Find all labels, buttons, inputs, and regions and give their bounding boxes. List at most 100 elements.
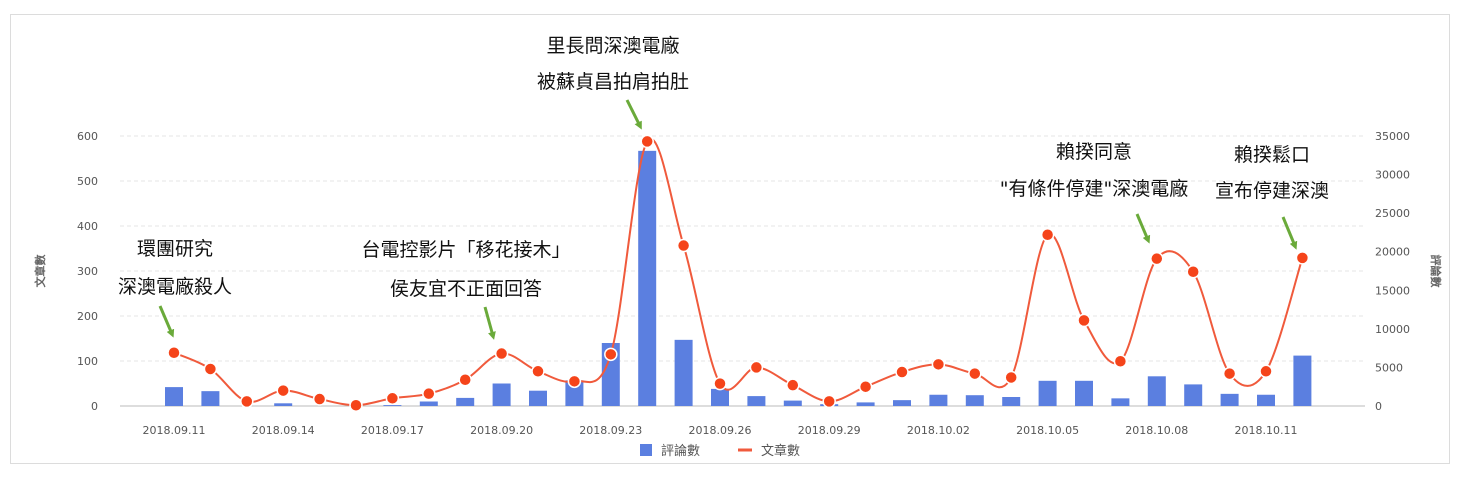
line-point[interactable]	[676, 238, 691, 253]
bar[interactable]	[674, 339, 693, 406]
line-point[interactable]	[640, 134, 654, 149]
annotation-line: 深澳電廠殺人	[118, 275, 232, 298]
line-point[interactable]	[895, 365, 909, 379]
bar[interactable]	[711, 388, 729, 406]
line-point[interactable]	[494, 346, 509, 361]
line-point[interactable]	[422, 386, 436, 401]
annotation-arrow-icon	[483, 306, 496, 340]
right-tick-label: 15000	[1375, 284, 1410, 297]
left-tick-label: 0	[91, 400, 98, 413]
line-point[interactable]	[1113, 354, 1128, 369]
line-point[interactable]	[276, 383, 290, 398]
x-tick-label: 2018.10.11	[1235, 424, 1298, 437]
left-tick-label: 400	[77, 220, 98, 233]
right-tick-label: 25000	[1375, 207, 1410, 220]
annotation-line: 台電控影片「移花接木」	[361, 239, 570, 261]
line-point[interactable]	[203, 362, 218, 376]
bar[interactable]	[1220, 393, 1239, 406]
line-point[interactable]	[931, 357, 946, 372]
bar[interactable]	[893, 400, 911, 406]
legend-swatch-bar[interactable]	[640, 444, 652, 456]
bar[interactable]	[1038, 380, 1057, 406]
line-point[interactable]	[604, 347, 618, 362]
left-tick-label: 200	[77, 310, 98, 323]
bar[interactable]	[383, 405, 402, 406]
line-point[interactable]	[385, 391, 400, 406]
line-point[interactable]	[458, 373, 472, 387]
bar[interactable]	[1257, 394, 1275, 406]
right-tick-label: 30000	[1375, 169, 1410, 182]
bar[interactable]	[1147, 376, 1166, 406]
line-point[interactable]	[713, 376, 727, 391]
bar[interactable]	[1184, 384, 1203, 406]
line-point[interactable]	[531, 364, 545, 379]
x-tick-label: 2018.09.17	[361, 424, 424, 437]
x-tick-label: 2018.09.23	[579, 424, 642, 437]
x-tick-label: 2018.09.20	[470, 424, 533, 437]
legend: 評論數 文章數	[640, 443, 800, 459]
line-point[interactable]	[1259, 364, 1273, 379]
annotation-line: 侯友宜不正面回答	[390, 278, 542, 300]
bar[interactable]	[856, 402, 875, 406]
left-axis-ticks: 0 100 200 300 400 500 600	[77, 130, 98, 413]
line-point[interactable]	[1222, 366, 1237, 381]
line-point[interactable]	[349, 398, 363, 412]
x-tick-label: 2018.10.05	[1016, 424, 1079, 437]
annotation-line: 被蘇貞昌拍肩拍肚	[537, 71, 689, 93]
bar[interactable]	[929, 394, 948, 406]
bar[interactable]	[965, 395, 984, 406]
bar[interactable]	[456, 397, 475, 406]
legend-label-line[interactable]: 文章數	[761, 443, 800, 459]
line-point[interactable]	[240, 394, 254, 409]
bar[interactable]	[529, 390, 547, 406]
bar[interactable]	[165, 387, 183, 406]
right-axis-ticks: 0 5000 10000 15000 20000 25000 30000 35000	[1375, 130, 1410, 413]
annotation-line: 環團研究	[137, 238, 213, 260]
x-tick-label: 2018.10.02	[907, 424, 970, 437]
bar[interactable]	[201, 391, 220, 406]
right-tick-label: 10000	[1375, 323, 1410, 336]
bar[interactable]	[1111, 398, 1130, 406]
annotation-arrow-icon	[625, 99, 642, 130]
bar[interactable]	[1002, 397, 1021, 406]
left-axis-title: 文章數	[33, 255, 47, 288]
line-point[interactable]	[312, 392, 327, 406]
bar[interactable]	[1293, 355, 1312, 406]
bar[interactable]	[419, 401, 438, 407]
line-point[interactable]	[822, 394, 836, 409]
line-point[interactable]	[968, 366, 982, 381]
annotation-line: 賴揆鬆口	[1234, 144, 1310, 166]
line-point[interactable]	[1077, 313, 1091, 328]
bar[interactable]	[492, 383, 511, 407]
line-point[interactable]	[749, 360, 764, 375]
line-point[interactable]	[786, 378, 800, 392]
line-point[interactable]	[1150, 251, 1164, 266]
line-point[interactable]	[567, 374, 582, 389]
line-point[interactable]	[1004, 370, 1018, 385]
right-tick-label: 35000	[1375, 130, 1410, 143]
bar[interactable]	[565, 380, 584, 406]
line-point[interactable]	[1186, 265, 1200, 279]
x-tick-label: 2018.09.26	[689, 424, 752, 437]
bar[interactable]	[747, 396, 766, 406]
line-point[interactable]	[167, 346, 181, 360]
x-tick-label: 2018.09.14	[252, 424, 315, 437]
bar[interactable]	[274, 403, 293, 406]
line-point[interactable]	[1295, 251, 1310, 265]
line-point[interactable]	[858, 379, 873, 394]
bar[interactable]	[638, 150, 657, 406]
left-tick-label: 100	[77, 355, 98, 368]
right-tick-label: 0	[1375, 400, 1382, 413]
annotation-arrow-icon	[158, 305, 175, 338]
bar[interactable]	[1075, 380, 1093, 406]
line-series-points	[167, 134, 1310, 412]
legend-label-bar[interactable]: 評論數	[661, 443, 700, 459]
right-tick-label: 20000	[1375, 246, 1410, 259]
x-tick-label: 2018.09.29	[798, 424, 861, 437]
right-axis-title: 評論數	[1429, 255, 1443, 288]
line-point[interactable]	[1040, 227, 1055, 242]
bar[interactable]	[783, 400, 802, 406]
annotation-line: 里長問深澳電廠	[546, 34, 679, 57]
